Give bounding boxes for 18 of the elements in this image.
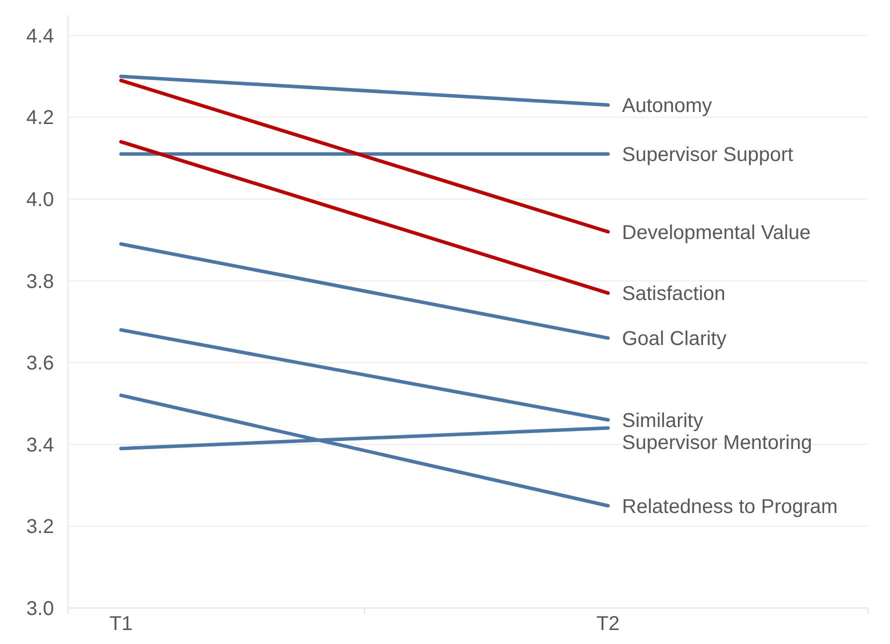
series-label: Autonomy xyxy=(622,94,712,117)
y-tick-label: 4.4 xyxy=(26,25,54,48)
y-tick-label: 3.0 xyxy=(26,598,54,620)
y-tick-label: 4.0 xyxy=(26,189,54,212)
series-label: Goal Clarity xyxy=(622,328,726,350)
y-tick-label: 3.2 xyxy=(26,516,54,538)
series-label: Supervisor Mentoring xyxy=(622,432,812,454)
x-tick-label: T1 xyxy=(109,613,133,635)
series-label: Supervisor Support xyxy=(622,144,794,166)
series-label: Relatedness to Program xyxy=(622,496,838,518)
series-label: Similarity xyxy=(622,410,704,432)
y-tick-label: 4.2 xyxy=(26,107,54,130)
y-tick-label: 3.4 xyxy=(26,434,54,456)
series-label: Developmental Value xyxy=(622,222,811,244)
y-tick-label: 3.6 xyxy=(26,352,54,375)
y-tick-label: 3.8 xyxy=(26,270,54,293)
x-tick-label: T2 xyxy=(596,613,620,635)
series-label: Satisfaction xyxy=(622,283,726,306)
